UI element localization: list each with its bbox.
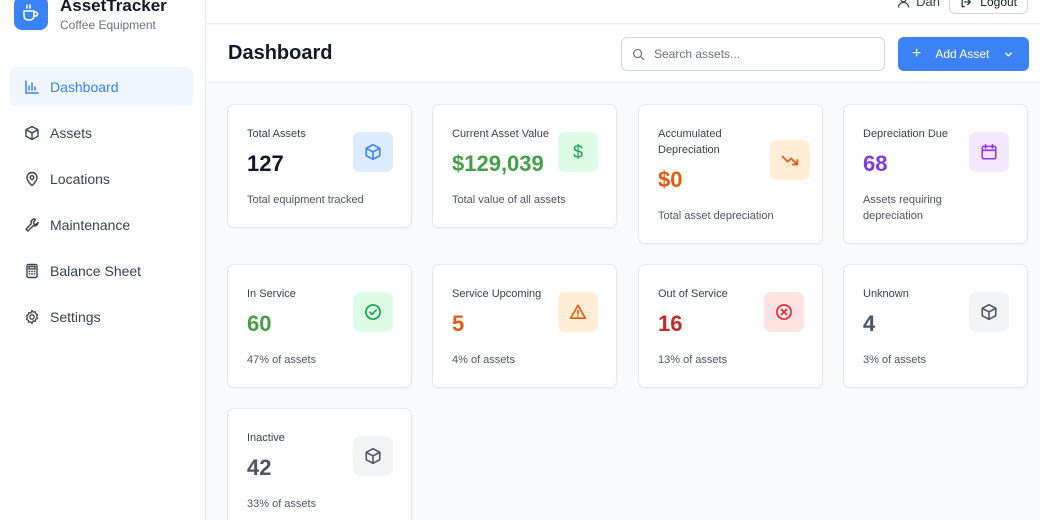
pin-icon [24, 171, 40, 187]
sidebar-item-dashboard[interactable]: Dashboard [10, 67, 193, 106]
card-label: Service Upcoming [452, 288, 542, 300]
calculator-icon [24, 263, 40, 279]
sidebar-item-label: Balance Sheet [50, 262, 142, 279]
stat-card-accumulated-depreciation[interactable]: Accumulated Depreciation $0 Total asset … [638, 104, 823, 244]
app-name: AssetTracker [60, 0, 167, 15]
chevron-down-icon[interactable] [1003, 49, 1014, 60]
card-description: 33% of assets [247, 498, 317, 510]
card-label: Accumulated Depreciation [658, 128, 722, 156]
card-label: Unknown [863, 288, 909, 300]
card-description: 47% of assets [247, 354, 317, 366]
user-name: Dan [916, 0, 940, 9]
sidebar-item-label: Dashboard [50, 78, 119, 95]
card-label: Current Asset Value [452, 128, 550, 140]
top-bar: Dan Logout [207, 0, 1040, 24]
sidebar-item-assets[interactable]: Assets [10, 113, 193, 152]
add-asset-label: Add Asset [935, 47, 990, 61]
sidebar-item-label: Locations [50, 170, 110, 187]
user-menu[interactable]: Dan [897, 0, 940, 9]
app-subtitle: Coffee Equipment [60, 18, 156, 32]
sidebar-item-label: Assets [50, 124, 93, 141]
sidebar-nav: Dashboard Assets Locations Maintenance B… [10, 67, 193, 343]
stat-card-in-service[interactable]: In Service 60 47% of assets [227, 264, 412, 388]
sidebar-item-balance-sheet[interactable]: Balance Sheet [10, 251, 193, 290]
card-label: In Service [247, 288, 296, 300]
sidebar-item-settings[interactable]: Settings [10, 297, 193, 336]
trend-down-icon [770, 140, 810, 180]
card-label: Inactive [247, 432, 285, 444]
page-header: Dashboard + Add Asset [207, 25, 1040, 83]
search-box[interactable] [621, 37, 885, 71]
card-description: Total equipment tracked [247, 194, 364, 206]
card-description: Total asset depreciation [658, 210, 774, 222]
card-value: 5 [452, 311, 465, 336]
box-icon [969, 292, 1009, 332]
wrench-icon [24, 217, 40, 233]
stat-card-inactive[interactable]: Inactive 42 33% of assets [227, 408, 412, 520]
search-icon [632, 48, 645, 61]
sidebar: AssetTracker Coffee Equipment Dashboard … [0, 0, 206, 520]
dollar-icon: $ [558, 132, 598, 172]
sidebar-item-label: Maintenance [50, 216, 131, 233]
card-value: 42 [247, 455, 272, 480]
card-label: Out of Service [658, 288, 728, 300]
check-circle-icon [353, 292, 393, 332]
user-icon [897, 0, 910, 8]
card-label: Depreciation Due [863, 128, 948, 140]
sidebar-item-locations[interactable]: Locations [10, 159, 193, 198]
card-description: Total value of all assets [452, 194, 566, 206]
search-input[interactable] [654, 47, 854, 61]
card-description: 4% of assets [452, 354, 515, 366]
card-description: 3% of assets [863, 354, 926, 366]
stat-card-depreciation-due[interactable]: Depreciation Due 68 Assets requiring dep… [843, 104, 1028, 244]
page-title: Dashboard [228, 42, 333, 64]
card-value: $0 [658, 167, 683, 192]
stat-card-current-asset-value[interactable]: Current Asset Value $129,039 Total value… [432, 104, 617, 228]
logout-button[interactable]: Logout [949, 0, 1028, 14]
card-value: 127 [247, 151, 284, 176]
card-description: 13% of assets [658, 354, 728, 366]
sidebar-item-maintenance[interactable]: Maintenance [10, 205, 193, 244]
card-value: 68 [863, 151, 888, 176]
stat-card-unknown[interactable]: Unknown 4 3% of assets [843, 264, 1028, 388]
stat-card-service-upcoming[interactable]: Service Upcoming 5 4% of assets [432, 264, 617, 388]
card-value: 4 [863, 311, 876, 336]
card-label: Total Assets [247, 128, 306, 140]
box-icon [24, 125, 40, 141]
gear-icon [24, 309, 40, 325]
box-icon [353, 436, 393, 476]
box-icon [353, 132, 393, 172]
stat-card-total-assets[interactable]: Total Assets 127 Total equipment tracked [227, 104, 412, 228]
card-value: 60 [247, 311, 272, 336]
chart-icon [24, 79, 40, 95]
plus-icon: + [912, 45, 922, 62]
calendar-icon [969, 132, 1009, 172]
coffee-cup-icon [14, 0, 48, 30]
brand[interactable]: AssetTracker Coffee Equipment [14, 0, 167, 32]
card-value: 16 [658, 311, 683, 336]
card-description: Assets requiring depreciation [863, 194, 942, 222]
sidebar-item-label: Settings [50, 308, 101, 325]
warning-icon [558, 292, 598, 332]
logout-icon [960, 0, 972, 8]
add-asset-button[interactable]: + Add Asset [898, 37, 1029, 71]
logout-label: Logout [980, 0, 1017, 9]
stat-card-out-of-service[interactable]: Out of Service 16 13% of assets [638, 264, 823, 388]
card-value: $129,039 [452, 151, 544, 176]
x-circle-icon [764, 292, 804, 332]
